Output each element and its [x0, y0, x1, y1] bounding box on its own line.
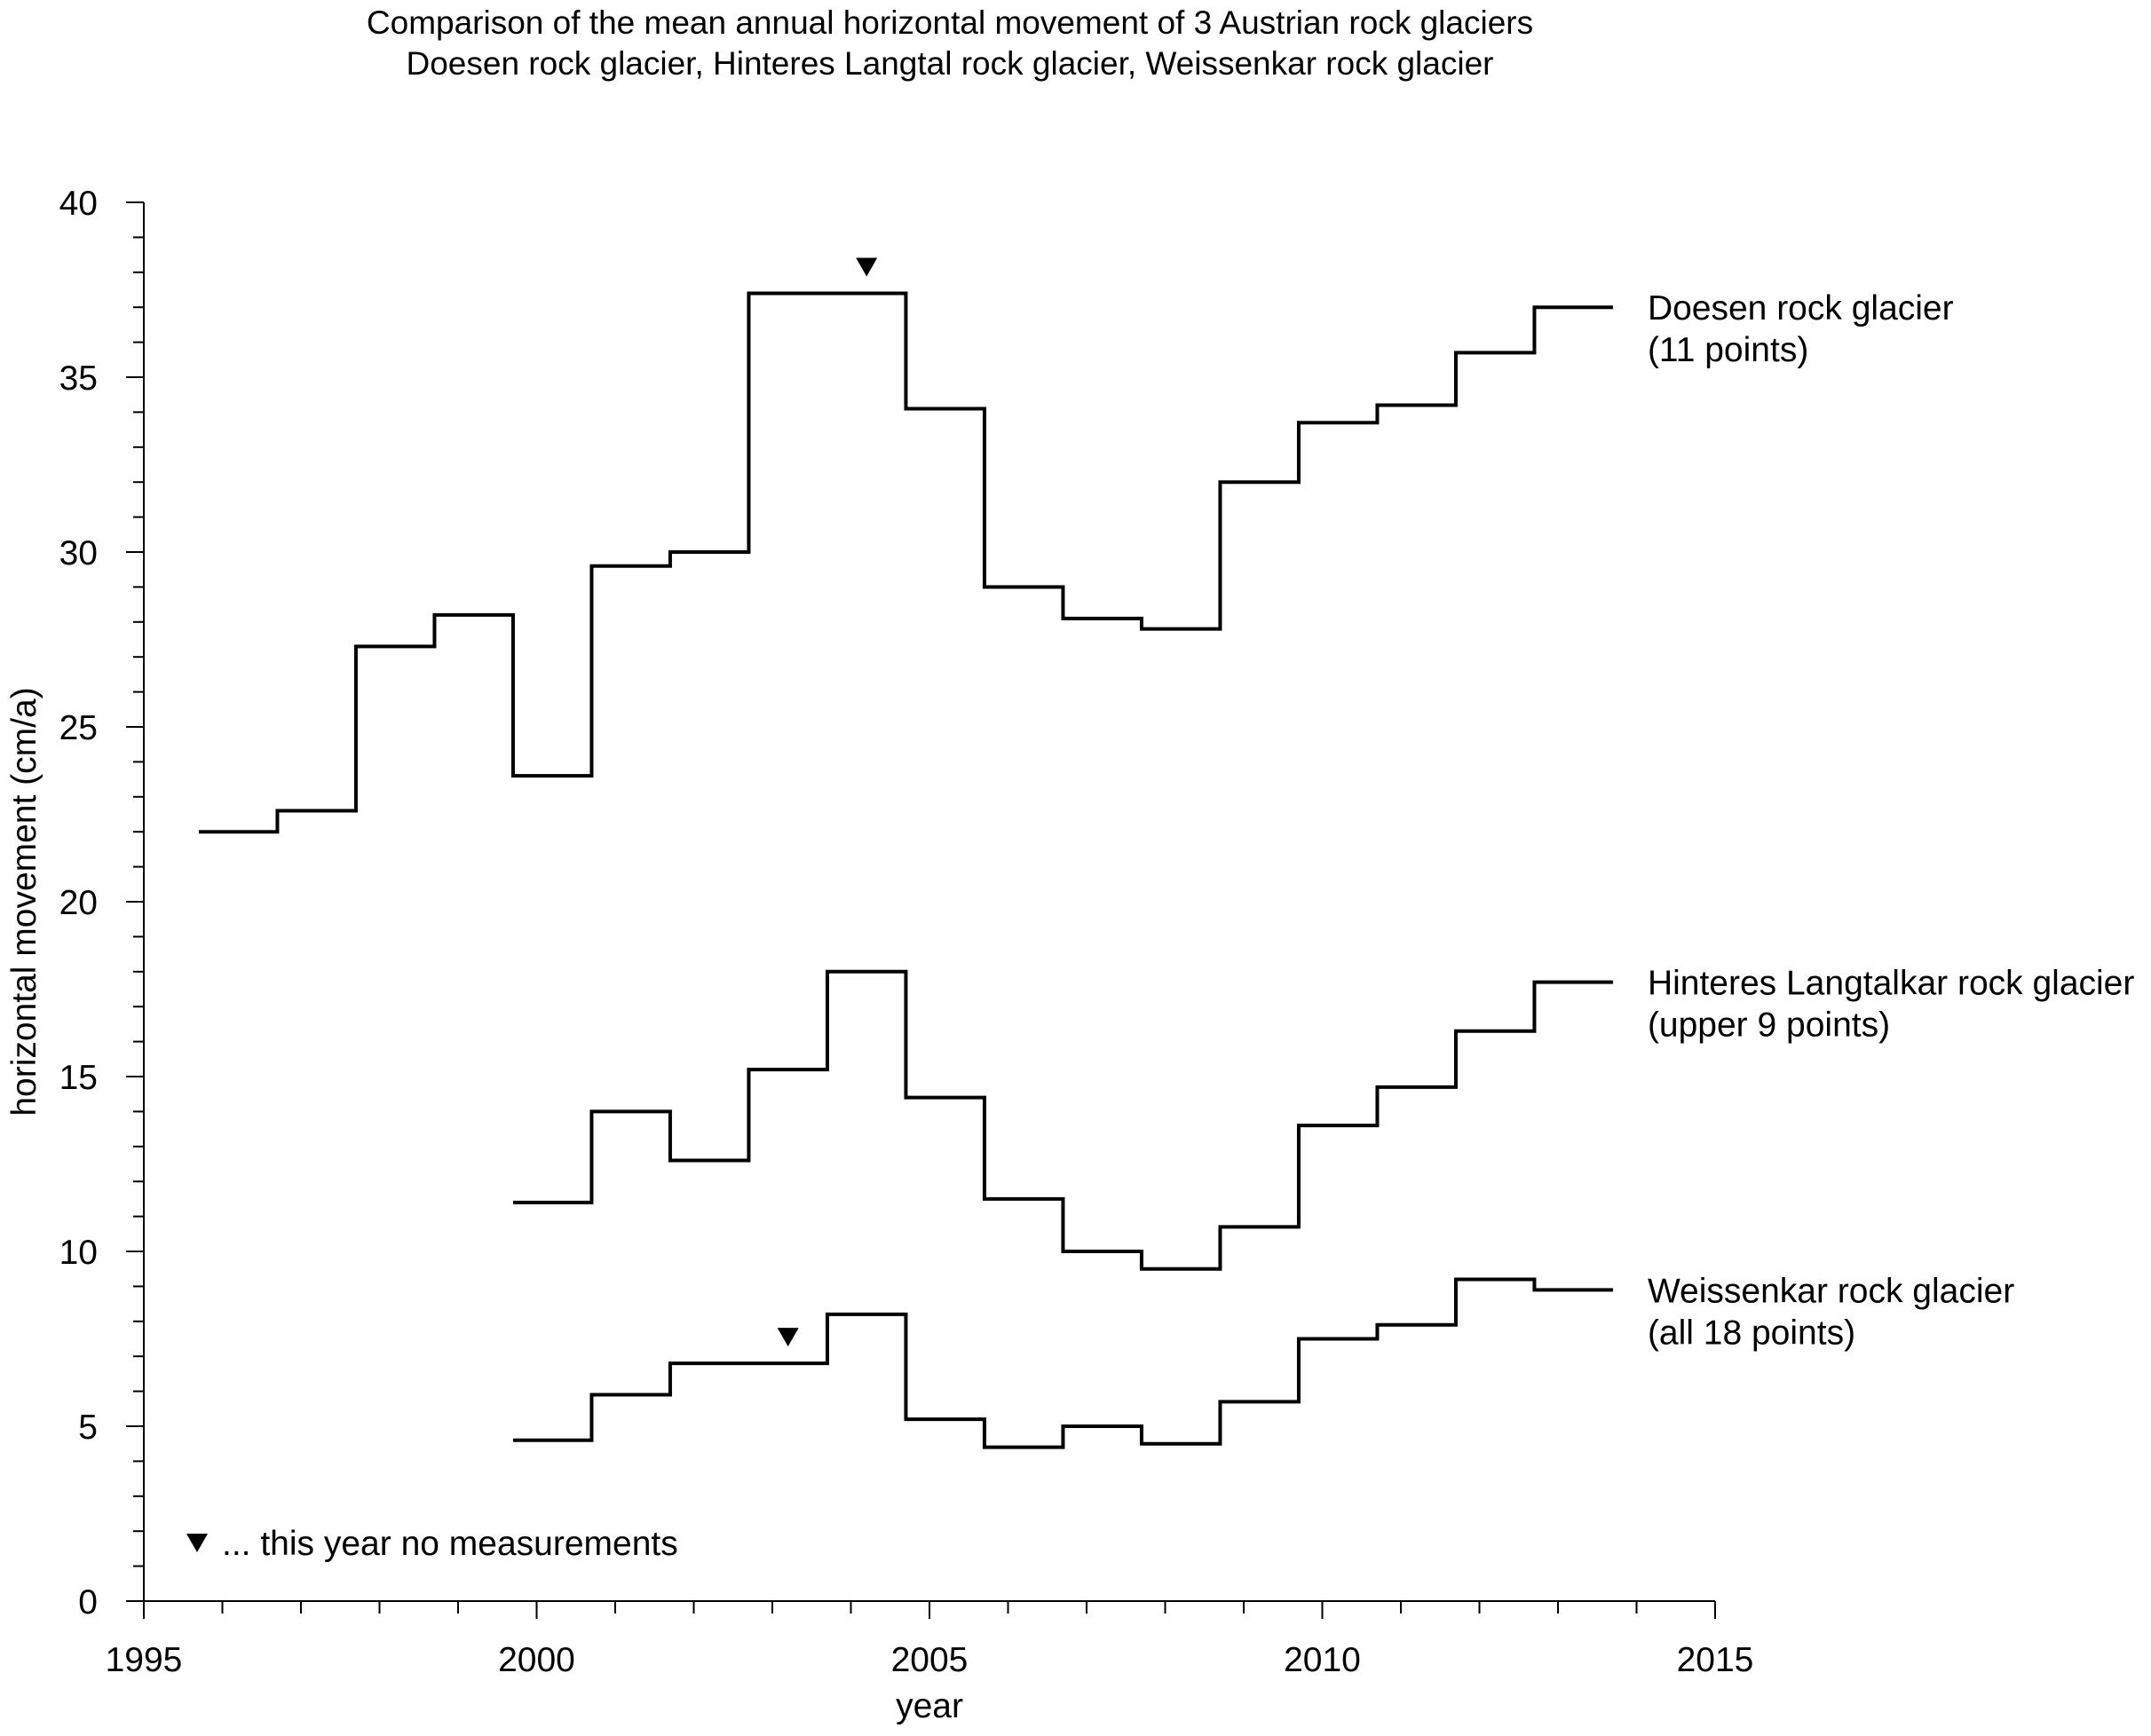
series-line-1: [198, 291, 1613, 834]
series-line-2: [512, 969, 1613, 1271]
chart-title-line-2: Doesen rock glacier, Hinteres Langtal ro…: [407, 45, 1494, 82]
series-label-3-line-1: Weissenkar rock glacier: [1648, 1272, 2014, 1310]
y-tick-label: 10: [59, 1234, 98, 1272]
series-lines: [198, 257, 1613, 1449]
y-tick-label: 20: [59, 884, 98, 922]
axes: 0 5 10 15 20 25 30 35 40 1995 2000 2005 2010 2015 year…: [5, 185, 1753, 1725]
no-measurement-marker: [777, 1328, 799, 1347]
chart-title-line-1: Comparison of the mean annual horizontal…: [367, 4, 1533, 41]
y-tick-label: 15: [59, 1059, 98, 1097]
legend-note: ... this year no measurements: [186, 1525, 678, 1563]
x-axis-label: year: [896, 1687, 963, 1725]
no-measurement-marker: [856, 257, 878, 277]
series-label-3-line-2: (all 18 points): [1648, 1314, 1855, 1352]
x-tick-label: 1995: [106, 1641, 183, 1679]
y-tick-label: 25: [59, 709, 98, 747]
series-label-1-line-1: Doesen rock glacier: [1648, 289, 1954, 327]
y-tick-label: 5: [78, 1409, 98, 1447]
series-label-2-line-2: (upper 9 points): [1648, 1006, 1890, 1045]
legend-triangle-icon: [186, 1534, 208, 1552]
y-tick-label: 40: [59, 185, 98, 223]
y-tick-label: 0: [78, 1583, 98, 1622]
legend-note-text: ... this year no measurements: [222, 1525, 678, 1563]
y-tick-label: 30: [59, 534, 98, 572]
series-label-1-line-2: (11 points): [1648, 331, 1808, 369]
x-tick-label: 2010: [1284, 1641, 1361, 1679]
chart-title: Comparison of the mean annual horizontal…: [367, 4, 1533, 82]
x-tick-label: 2015: [1677, 1641, 1754, 1679]
y-tick-label: 35: [59, 359, 98, 398]
y-axis-label: horizontal movement (cm/a): [5, 687, 43, 1116]
series-labels: Doesen rock glacier (11 points) Hinteres L…: [1648, 289, 2134, 1352]
series-line-3: [512, 1277, 1613, 1449]
x-tick-label: 2000: [498, 1641, 575, 1679]
series-label-2-line-1: Hinteres Langtalkar rock glacier: [1648, 965, 2134, 1003]
x-tick-label: 2005: [891, 1641, 969, 1679]
